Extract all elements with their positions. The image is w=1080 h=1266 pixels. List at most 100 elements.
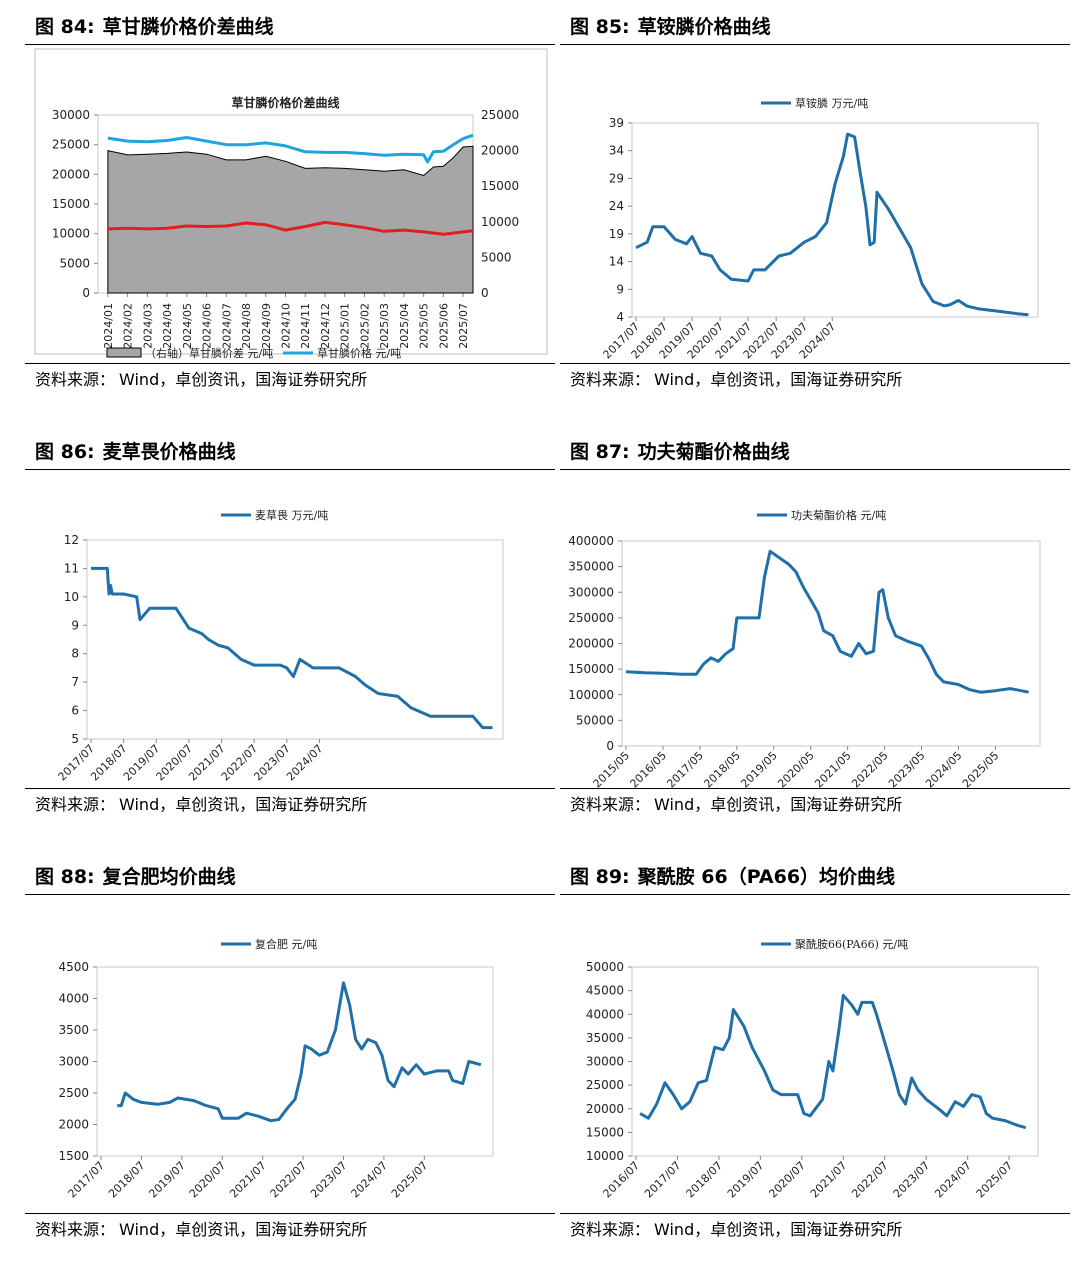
x-tick-label: 2020/05 xyxy=(775,749,817,788)
y-tick-label: 300000 xyxy=(568,585,614,599)
chart-title: 草甘膦价格价差曲线 xyxy=(231,95,339,110)
y-tick-label: 250000 xyxy=(568,611,614,625)
y-tick-label: 5 xyxy=(71,732,79,746)
y-tick-label: 4500 xyxy=(58,960,89,974)
y-tick-label: 3500 xyxy=(58,1023,89,1037)
y-tick-label: 25000 xyxy=(586,1078,624,1092)
y-tick-label: 30000 xyxy=(52,108,90,122)
plot-area xyxy=(96,966,494,1157)
y-tick-label: 9 xyxy=(71,618,79,632)
x-tick-label: 2018/07 xyxy=(684,1159,726,1201)
x-tick-label: 2016/05 xyxy=(628,749,670,788)
figure-88: 图 88: 复合肥均价曲线 1500 2000 2500 3000 3500 4000 450… xyxy=(25,860,555,1245)
source-note: 资料来源： Wind，卓创资讯，国海证券研究所 xyxy=(25,788,555,820)
y-tick-label: 3000 xyxy=(58,1055,89,1069)
y-tick-label: 100000 xyxy=(568,688,614,702)
x-tick-label: 2025/05 xyxy=(960,749,1002,788)
x-tick-label: 2019/07 xyxy=(725,1159,767,1201)
legend-label: 麦草畏 万元/吨 xyxy=(255,509,328,522)
legend-label: 草铵膦 万元/吨 xyxy=(795,96,868,110)
figure-number: 图 86: xyxy=(35,441,95,463)
figure-caption: 聚酰胺 66（PA66）均价曲线 xyxy=(637,866,896,888)
glyphosate-price-spread-chart: 草甘膦价格价差曲线 0 5000 10000 15000 20000 25000 30000 0… xyxy=(34,48,548,360)
y-tick-label: 2000 xyxy=(58,1118,89,1132)
series-line xyxy=(107,133,474,164)
source-note: 资料来源： Wind，卓创资讯，国海证券研究所 xyxy=(560,788,1070,820)
figure-89: 图 89: 聚酰胺 66（PA66）均价曲线 10000 15000 20000 250… xyxy=(560,860,1070,1245)
glufosinate-price-chart: 491419242934392017/072018/072019/072020/… xyxy=(601,96,1039,361)
x-tick-label: 2023/07 xyxy=(891,1159,933,1201)
y-tick-label: 12 xyxy=(64,533,79,547)
source-note: 资料来源： Wind，卓创资讯，国海证券研究所 xyxy=(25,1213,555,1245)
figure-86: 图 86: 麦草畏价格曲线 5 6 7 8 9 10 11 12 2017/07 2018/07 20… xyxy=(25,435,555,820)
x-tick-label: 2024/01 xyxy=(102,303,115,349)
series-line xyxy=(107,220,474,236)
y-tick-label: 9 xyxy=(616,282,624,296)
series-line xyxy=(639,993,1027,1130)
x-tick-label: 2016/07 xyxy=(601,1159,643,1201)
figure-title: 图 88: 复合肥均价曲线 xyxy=(25,860,555,895)
legend-label: （右轴）草甘膦价差 元/吨 xyxy=(145,346,273,360)
x-tick-label: 2024/10 xyxy=(280,303,293,349)
legend-label: 复合肥 元/吨 xyxy=(255,937,317,951)
y-tick-label: 350000 xyxy=(568,560,614,574)
x-tick-label: 2025/06 xyxy=(437,303,450,349)
x-tick-label: 2017/07 xyxy=(642,1159,684,1201)
y2-tick-label: 10000 xyxy=(481,215,519,229)
y-tick-label: 0 xyxy=(82,286,90,300)
x-tick-label: 2022/05 xyxy=(849,749,891,788)
plot-area xyxy=(631,122,1039,318)
y-tick-label: 10000 xyxy=(52,227,90,241)
legend-label: 草甘膦价格 元/吨 xyxy=(317,346,401,360)
x-tick-label: 2017/05 xyxy=(664,749,706,788)
y-tick-label: 8 xyxy=(71,647,79,661)
y2-tick-label: 15000 xyxy=(481,179,519,193)
y-tick-label: 7 xyxy=(71,675,79,689)
figure-number: 图 85: xyxy=(570,16,630,38)
y-tick-label: 50000 xyxy=(576,713,614,727)
y-tick-label: 150000 xyxy=(568,662,614,676)
y-tick-label: 4000 xyxy=(58,992,89,1006)
pa66-price-chart: 10000 15000 20000 25000 30000 35000 40000 45000… xyxy=(586,937,1039,1201)
x-tick-label: 2024/05 xyxy=(923,749,965,788)
y-tick-label: 29 xyxy=(609,171,624,185)
y-tick-label: 45000 xyxy=(586,984,624,998)
y-tick-label: 14 xyxy=(609,255,624,269)
y-tick-label: 15000 xyxy=(586,1125,624,1139)
y-tick-label: 40000 xyxy=(586,1007,624,1021)
figure-caption: 麦草畏价格曲线 xyxy=(102,441,236,463)
y-tick-label: 200000 xyxy=(568,637,614,651)
source-note: 资料来源： Wind，卓创资讯，国海证券研究所 xyxy=(560,363,1070,395)
x-tick-label: 2019/05 xyxy=(738,749,780,788)
x-tick-label: 2025/07 xyxy=(974,1159,1016,1201)
y-tick-label: 39 xyxy=(609,116,624,130)
series-line xyxy=(117,981,482,1123)
x-tick-label: 2022/07 xyxy=(849,1159,891,1201)
x-tick-label: 2024/02 xyxy=(122,303,135,349)
dicamba-price-chart: 567891011122017/072018/072019/072020/072… xyxy=(56,509,504,783)
x-tick-label: 2023/05 xyxy=(886,749,928,788)
figure-caption: 功夫菊酯价格曲线 xyxy=(637,441,790,463)
x-tick-label: 2021/07 xyxy=(227,1159,269,1201)
x-tick-label: 2025/07 xyxy=(457,303,470,349)
source-note: 资料来源： Wind，卓创资讯，国海证券研究所 xyxy=(25,363,555,395)
plot-area xyxy=(621,540,1041,747)
figure-84: 图 84: 草甘膦价格价差曲线 草甘膦价格价差曲线 0 5000 10000 15000 2… xyxy=(25,10,555,395)
legend-label: 聚酰胺66(PA66) 元/吨 xyxy=(795,937,908,951)
y-tick-label: 6 xyxy=(71,704,79,718)
y-tick-label: 30000 xyxy=(586,1055,624,1069)
x-tick-label: 2024/07 xyxy=(220,303,233,349)
x-tick-label: 2024/08 xyxy=(240,303,253,349)
x-tick-label: 2021/07 xyxy=(808,1159,850,1201)
figure-title: 图 85: 草铵膦价格曲线 xyxy=(560,10,1070,45)
figure-title: 图 87: 功夫菊酯价格曲线 xyxy=(560,435,1070,470)
x-tick-label: 2025/05 xyxy=(418,303,431,349)
x-tick-label: 2015/05 xyxy=(591,749,633,788)
x-tick-label: 2025/02 xyxy=(358,303,371,349)
y-tick-label: 35000 xyxy=(586,1031,624,1045)
figure-title: 图 86: 麦草畏价格曲线 xyxy=(25,435,555,470)
x-tick-label: 2018/05 xyxy=(701,749,743,788)
source-note: 资料来源： Wind，卓创资讯，国海证券研究所 xyxy=(560,1213,1070,1245)
x-tick-label: 2025/01 xyxy=(339,303,352,349)
x-tick-label: 2020/07 xyxy=(187,1159,229,1201)
